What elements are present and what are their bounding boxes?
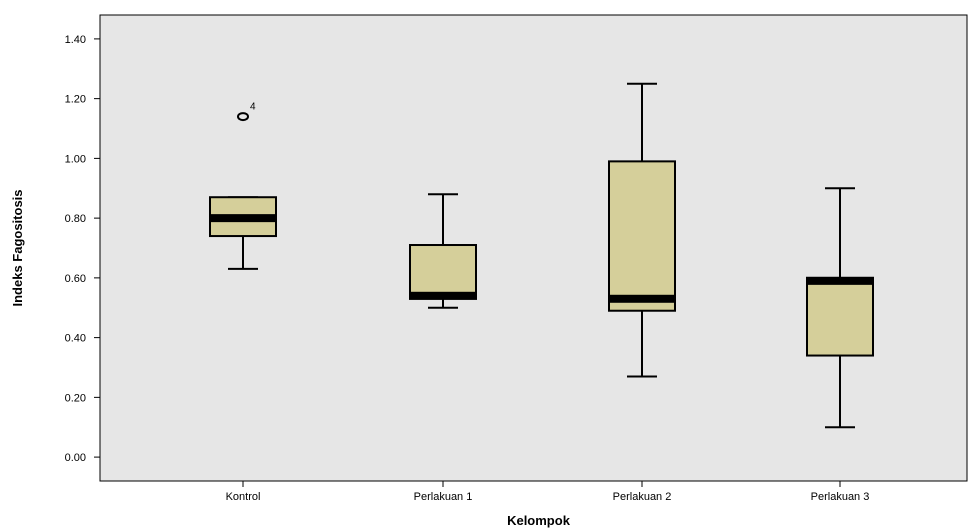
boxes-group: 4: [209, 82, 874, 429]
x-tick-label: Perlakuan 2: [613, 491, 672, 503]
box-2: [409, 193, 477, 309]
x-axis-title: Kelompok: [507, 513, 571, 528]
y-axis-title: Indeks Fagositosis: [10, 189, 25, 306]
median-line: [806, 276, 874, 285]
iqr-box: [608, 160, 676, 312]
y-axis: 0.00 0.20 0.40 0.60 0.80 1.00 1.20 1.40: [65, 34, 100, 464]
box-3: [608, 82, 676, 378]
y-tick-label: 0.40: [65, 333, 86, 345]
box-4: [806, 187, 874, 429]
median-line: [209, 214, 277, 223]
y-tick-label: 0.80: [65, 213, 86, 225]
y-tick-label: 1.00: [65, 153, 86, 165]
y-tick-label: 1.20: [65, 94, 86, 106]
outlier-marker: [237, 112, 249, 122]
iqr-box: [806, 276, 874, 357]
x-tick-label: Kontrol: [226, 491, 261, 503]
box-1: 4: [209, 102, 277, 270]
outlier-label: 4: [250, 102, 256, 113]
y-tick-label: 0.00: [65, 452, 86, 464]
median-line: [608, 294, 676, 303]
iqr-box: [409, 244, 477, 300]
y-tick-label: 0.60: [65, 273, 86, 285]
x-tick-label: Perlakuan 1: [414, 491, 473, 503]
median-line: [409, 291, 477, 300]
plot-area: [99, 14, 968, 482]
x-tick-label: Perlakuan 3: [811, 491, 870, 503]
x-axis: Kontrol Perlakuan 1 Perlakuan 2 Perlakuan 3: [226, 481, 870, 503]
y-tick-label: 0.20: [65, 392, 86, 404]
y-tick-label: 1.40: [65, 34, 86, 46]
